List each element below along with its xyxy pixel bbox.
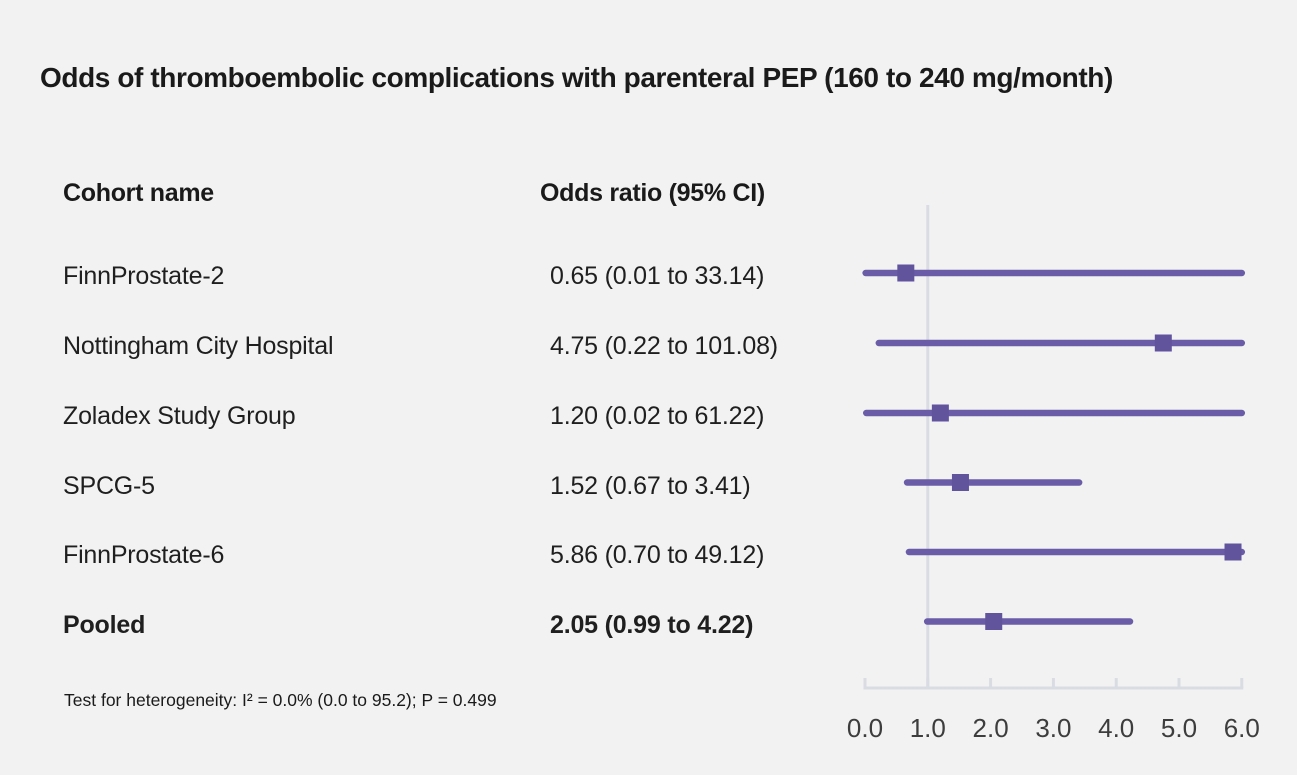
odds-ratio-value: 0.65 (0.01 to 33.14) [550,262,765,290]
odds-ratio-value: 1.52 (0.67 to 3.41) [550,471,751,500]
cohort-name: Nottingham City Hospital [63,332,334,360]
axis-tick-label: 3.0 [1035,713,1071,743]
odds-ratio-marker [1224,543,1242,561]
chart-title: Odds of thromboembolic complications wit… [40,62,1113,93]
axis-tick-label: 0.0 [847,713,883,743]
cohort-name: SPCG-5 [63,471,155,500]
odds-ratio-value: 5.86 (0.70 to 49.12) [550,541,765,569]
axis-tick-label: 5.0 [1161,713,1197,743]
ci-row-spcg-5 [903,474,1083,491]
column-header-odds-ratio: Odds ratio (95% CI) [540,179,765,207]
heterogeneity-note: Test for heterogeneity: I² = 0.0% (0.0 t… [64,690,497,710]
cohort-name: FinnProstate-2 [63,262,225,290]
odds-ratio-marker [951,474,969,491]
ci-row-finnprostate-6 [905,543,1246,561]
cohort-name: Pooled [63,610,146,639]
axis-tick-label: 4.0 [1098,713,1134,743]
axis-tick-label: 1.0 [910,713,946,743]
column-header-cohort-name: Cohort name [63,179,214,207]
odds-ratio-value: 1.20 (0.02 to 61.22) [550,402,765,430]
ci-row-nottingham-city-hospital [875,334,1246,352]
x-axis: 0.0 1.0 2.0 3.0 4.0 5.0 6.0 [847,678,1260,743]
cohort-name: Zoladex Study Group [63,402,296,430]
odds-ratio-marker [931,404,949,422]
odds-ratio-marker [1154,334,1172,352]
odds-ratio-value: 2.05 (0.99 to 4.22) [550,610,754,639]
odds-ratio-marker [985,613,1003,630]
cohort-name: FinnProstate-6 [63,541,225,569]
odds-ratio-marker [897,264,915,282]
ci-row-pooled [923,613,1134,630]
axis-tick-label: 6.0 [1224,713,1260,743]
ci-row-finnprostate-2 [862,264,1246,282]
axis-tick-label: 2.0 [973,713,1009,743]
odds-ratio-value: 4.75 (0.22 to 101.08) [550,332,778,360]
ci-row-zoladex-study-group [863,404,1246,422]
